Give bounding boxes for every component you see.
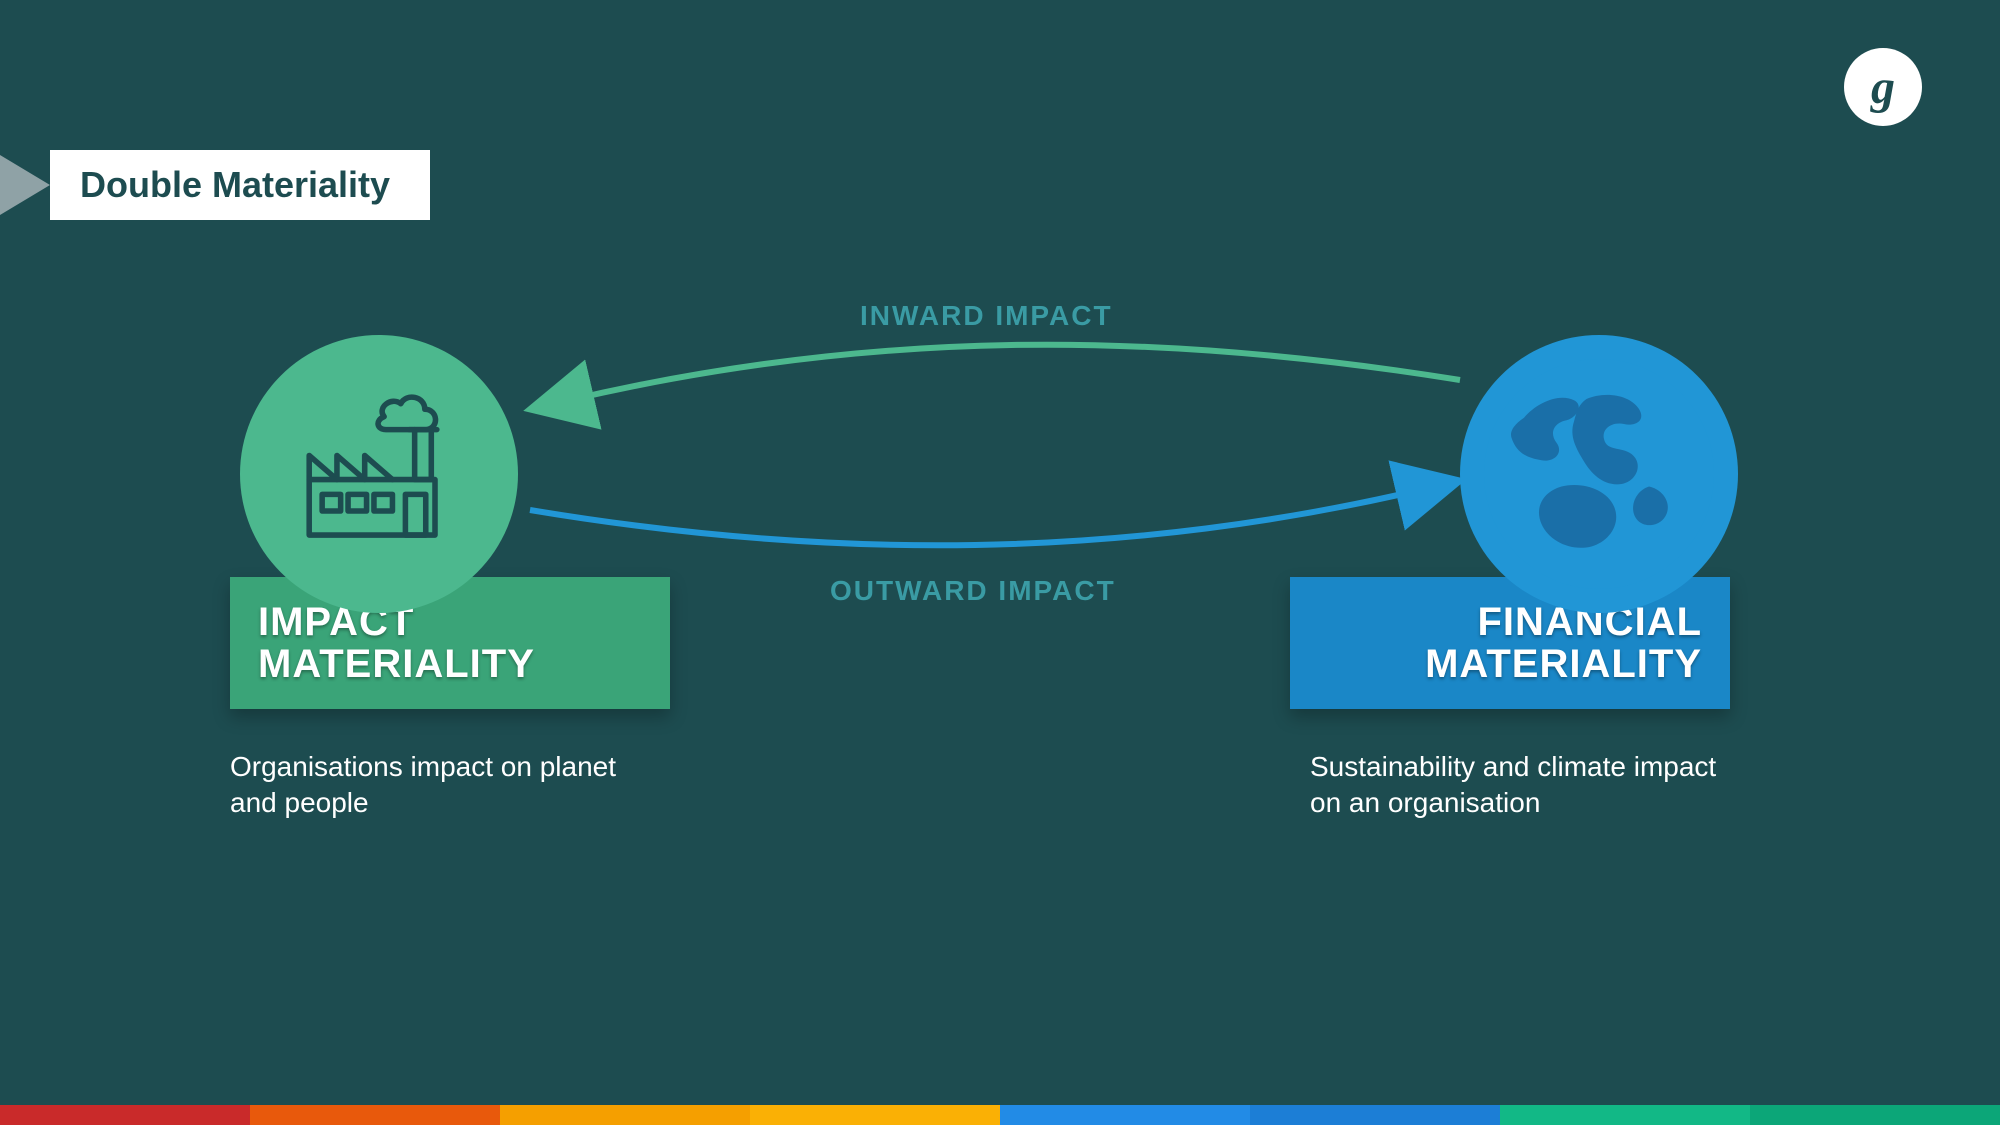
financial-title: FINANCIAL MATERIALITY — [1318, 601, 1702, 685]
slide-canvas: Double Materiality g INWARD IMPACT OUTWA… — [0, 0, 2000, 1125]
brand-logo-letter: g — [1871, 60, 1895, 115]
stripe-seg-1 — [250, 1105, 500, 1125]
impact-title-line2: MATERIALITY — [258, 642, 535, 686]
slide-title: Double Materiality — [50, 150, 430, 220]
impact-title: IMPACT MATERIALITY — [258, 601, 642, 685]
inward-arrow-label: INWARD IMPACT — [860, 300, 1113, 332]
stripe-seg-5 — [1250, 1105, 1500, 1125]
stripe-seg-0 — [0, 1105, 250, 1125]
stripe-seg-2 — [500, 1105, 750, 1125]
ribbon-angle — [0, 155, 50, 215]
footer-stripe — [0, 1105, 2000, 1125]
stripe-seg-4 — [1000, 1105, 1250, 1125]
impact-description: Organisations impact on planet and peopl… — [230, 749, 650, 822]
financial-node: FINANCIAL MATERIALITY Sustainability and… — [1290, 335, 1738, 822]
impact-title-box: IMPACT MATERIALITY — [230, 577, 670, 709]
financial-circle — [1460, 335, 1738, 613]
factory-icon — [287, 389, 472, 559]
stripe-seg-3 — [750, 1105, 1000, 1125]
financial-title-line2: MATERIALITY — [1425, 642, 1702, 686]
impact-circle — [240, 335, 518, 613]
stripe-seg-7 — [1750, 1105, 2000, 1125]
impact-node: IMPACT MATERIALITY Organisations impact … — [230, 335, 670, 822]
outward-arrow-label: OUTWARD IMPACT — [830, 575, 1116, 607]
stripe-seg-6 — [1500, 1105, 1750, 1125]
globe-icon — [1474, 349, 1724, 599]
financial-description: Sustainability and climate impact on an … — [1310, 749, 1730, 822]
brand-logo: g — [1844, 48, 1922, 126]
title-ribbon: Double Materiality — [0, 150, 430, 220]
